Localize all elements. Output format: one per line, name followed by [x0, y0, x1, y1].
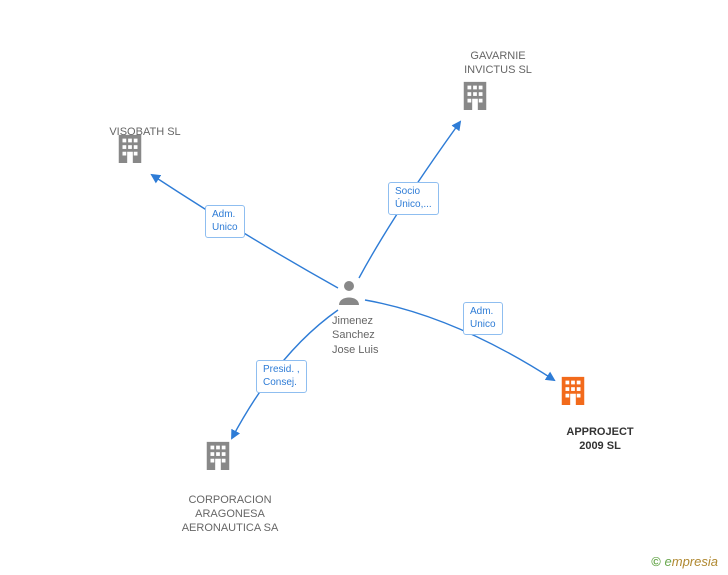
copyright-symbol: © — [651, 554, 661, 569]
node-label-approject: APPROJECT 2009 SL — [545, 426, 655, 454]
building-icon — [460, 80, 490, 110]
edge-label-corporacion: Presid. , Consej. — [256, 360, 307, 393]
building-icon — [203, 440, 233, 470]
edge-label-approject: Adm. Unico — [463, 302, 503, 335]
node-corporacion[interactable] — [203, 440, 233, 475]
edge-visobath — [152, 175, 338, 288]
watermark: © empresia — [651, 554, 718, 569]
node-label-person: Jimenez Sanchez Jose Luis — [332, 314, 378, 357]
edge-approject — [365, 300, 554, 380]
network-diagram: Jimenez Sanchez Jose Luis VISOBATH SL GA… — [0, 0, 728, 575]
node-person-center[interactable] — [337, 279, 361, 310]
node-gavarnie[interactable] — [460, 80, 490, 115]
person-icon — [337, 279, 361, 305]
node-label-gavarnie: GAVARNIE INVICTUS SL — [443, 50, 553, 78]
edge-label-visobath: Adm. Unico — [205, 205, 245, 238]
edge-label-gavarnie: Socio Único,... — [388, 182, 439, 215]
building-icon — [558, 375, 588, 405]
brand-name: empresia — [665, 554, 718, 569]
node-label-visobath: VISOBATH SL — [90, 126, 200, 140]
node-approject[interactable] — [558, 375, 588, 410]
edges-layer — [0, 0, 728, 575]
node-label-corporacion: CORPORACION ARAGONESA AERONAUTICA SA — [175, 494, 285, 535]
